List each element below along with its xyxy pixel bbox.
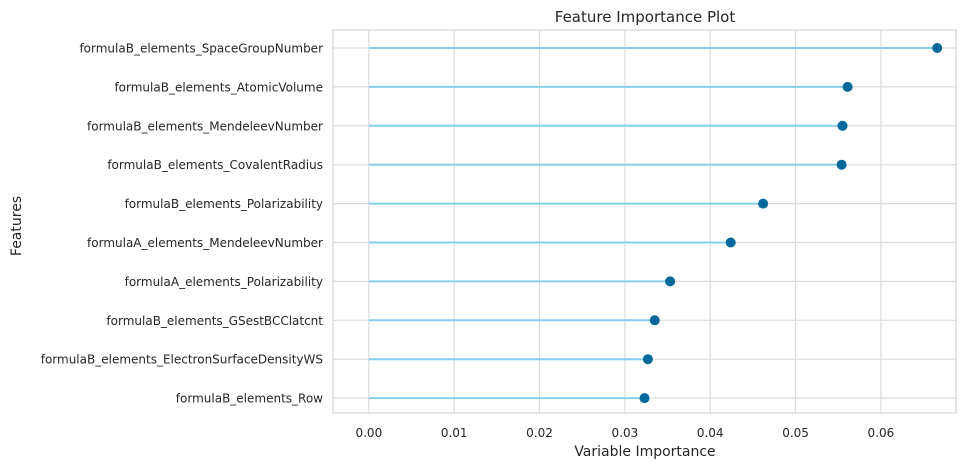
x-tick-label: 0.05 [782,426,809,440]
data-point [649,315,660,326]
y-tick-label: formulaB_elements_MendeleevNumber [87,119,323,133]
data-point [665,276,676,287]
data-point [842,81,853,92]
y-tick-label: formulaB_elements_Row [176,392,323,406]
markers [639,43,943,404]
data-point [837,120,848,131]
plot-area-background [333,30,956,413]
x-tick-label: 0.04 [697,426,724,440]
data-point [639,393,650,404]
x-tick-label: 0.01 [441,426,468,440]
plot-frame [332,29,957,414]
data-point [932,43,943,53]
data-point [758,198,769,209]
y-tick-label: formulaA_elements_Polarizability [125,275,323,289]
data-point [725,237,736,248]
y-tick-label: formulaB_elements_GSestBCClatcnt [106,314,323,328]
x-axis-title: Variable Importance [574,444,715,460]
y-tick-labels: formulaB_elements_SpaceGroupNumberformul… [41,42,324,406]
x-tick-labels: 0.00 0.01 0.02 0.03 0.04 0.05 0.06 [355,426,894,440]
y-tick-label: formulaB_elements_Polarizability [125,197,323,211]
chart-title: Feature Importance Plot [555,8,736,26]
x-tick-label: 0.02 [526,426,553,440]
x-tick-label: 0.00 [355,426,382,440]
x-tick-label: 0.03 [612,426,639,440]
y-tick-label: formulaB_elements_CovalentRadius [107,158,323,172]
y-tick-label: formulaB_elements_SpaceGroupNumber [79,42,323,56]
data-point [836,159,847,170]
y-tick-label: formulaB_elements_AtomicVolume [114,80,323,94]
y-tick-label: formulaA_elements_MendeleevNumber [87,236,323,250]
data-point [642,354,653,365]
x-tick-label: 0.06 [868,426,895,440]
stems [368,47,938,400]
y-axis-title: Features [9,196,25,256]
y-tick-label: formulaB_elements_ElectronSurfaceDensity… [41,353,323,367]
